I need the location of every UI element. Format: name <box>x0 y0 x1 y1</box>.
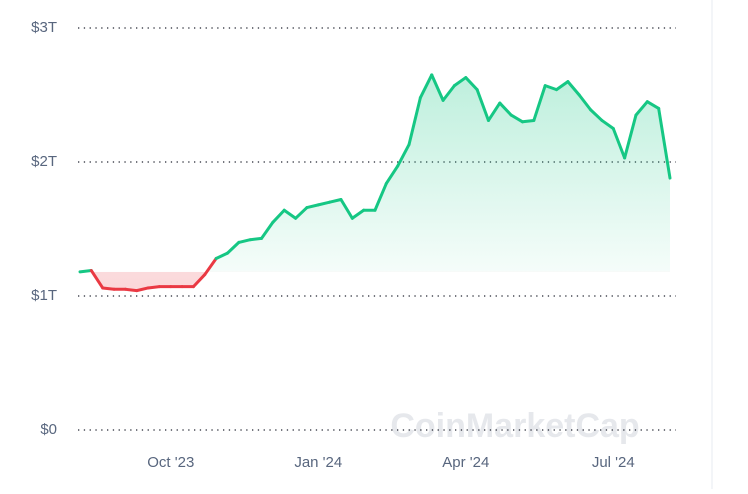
area-up <box>80 74 670 272</box>
x-tick-label: Oct '23 <box>147 454 194 471</box>
line-segment <box>566 80 581 97</box>
line-segment <box>237 238 252 244</box>
line-segment <box>226 240 241 255</box>
line-segment <box>191 273 207 289</box>
line-segment <box>600 118 615 130</box>
line-segment <box>441 84 456 102</box>
line-segment <box>611 127 627 160</box>
line-segment <box>271 208 286 224</box>
x-tick-label: Apr '24 <box>442 454 489 471</box>
line-segment <box>430 73 445 102</box>
line-segment <box>146 285 161 290</box>
line-segment <box>555 80 570 92</box>
watermark: CoinMarketCap <box>390 407 639 445</box>
x-tick-label: Jul '24 <box>592 454 635 471</box>
line-segment <box>282 208 298 220</box>
line-segment <box>577 93 593 112</box>
line-segment <box>78 269 93 274</box>
line-segment <box>589 108 604 122</box>
line-segment <box>418 73 434 100</box>
line-segment <box>407 96 422 147</box>
line-segment <box>373 181 388 212</box>
x-tick-label: Jan '24 <box>294 454 342 471</box>
line-segment <box>396 143 411 168</box>
line-segment <box>498 101 513 117</box>
line-segment <box>248 236 264 242</box>
line-segment <box>89 269 105 290</box>
y-tick-label: $3T <box>31 19 57 36</box>
line-segment <box>657 106 672 180</box>
line-segment <box>339 198 354 220</box>
line-segment <box>634 100 649 117</box>
line-segment <box>135 286 150 293</box>
line-segment <box>623 113 638 160</box>
line-segment <box>214 251 229 260</box>
line-segment <box>452 76 468 88</box>
y-tick-label: $2T <box>31 153 57 170</box>
line-segment <box>294 206 309 220</box>
line-segment <box>486 101 502 122</box>
line-segment <box>316 200 332 207</box>
line-segment <box>464 76 479 92</box>
line-segment <box>328 198 343 204</box>
line-segment <box>521 118 536 124</box>
line-segment <box>384 164 400 185</box>
line-segment <box>305 203 320 210</box>
y-tick-label: $1T <box>31 287 57 304</box>
y-tick-label: $0 <box>40 421 57 438</box>
line-segment <box>101 286 116 291</box>
line-segment <box>645 100 661 110</box>
line-segment <box>509 113 524 124</box>
line-segment <box>532 84 547 122</box>
line-segment <box>350 208 366 220</box>
line-segment <box>260 220 275 240</box>
line-segment <box>203 256 218 277</box>
line-segment <box>123 287 139 293</box>
line-segment <box>475 88 490 122</box>
line-segment <box>543 84 559 92</box>
